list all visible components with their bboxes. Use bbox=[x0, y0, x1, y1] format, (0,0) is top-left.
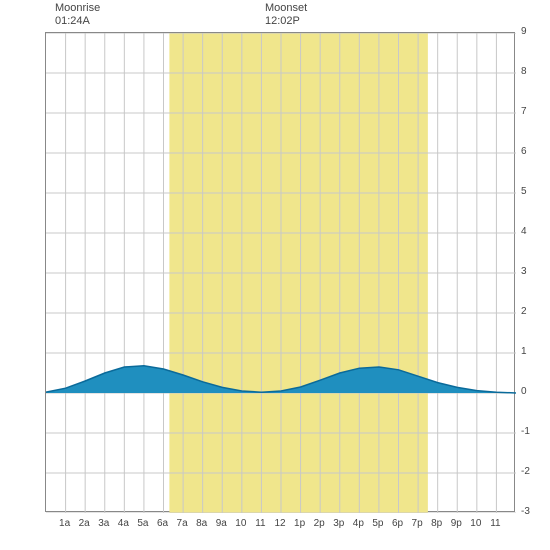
ytick-label: -2 bbox=[521, 466, 530, 477]
xtick-label: 8a bbox=[196, 518, 207, 529]
xtick-label: 10 bbox=[235, 518, 246, 529]
moonrise-time: 01:24A bbox=[55, 15, 100, 28]
ytick-label: 6 bbox=[521, 146, 527, 157]
xtick-label: 11 bbox=[490, 518, 500, 529]
plot-area bbox=[45, 32, 515, 512]
xtick-label: 1p bbox=[294, 518, 305, 529]
moonset-block: Moonset 12:02P bbox=[265, 2, 307, 28]
xtick-label: 9p bbox=[451, 518, 462, 529]
ytick-label: 8 bbox=[521, 66, 527, 77]
xtick-label: 12 bbox=[274, 518, 285, 529]
ytick-label: 2 bbox=[521, 306, 527, 317]
xtick-label: 5a bbox=[137, 518, 148, 529]
xtick-label: 1a bbox=[59, 518, 70, 529]
ytick-label: -1 bbox=[521, 426, 530, 437]
moonset-time: 12:02P bbox=[265, 15, 307, 28]
ytick-label: 4 bbox=[521, 226, 527, 237]
xtick-label: 3p bbox=[333, 518, 344, 529]
ytick-label: -3 bbox=[521, 506, 530, 517]
ytick-label: 7 bbox=[521, 106, 527, 117]
xtick-label: 2p bbox=[314, 518, 325, 529]
tide-chart-container: Moonrise 01:24A Moonset 12:02P -3-2-1012… bbox=[0, 0, 550, 550]
xtick-label: 7a bbox=[177, 518, 188, 529]
xtick-label: 4p bbox=[353, 518, 364, 529]
ytick-label: 5 bbox=[521, 186, 527, 197]
xtick-label: 11 bbox=[255, 518, 265, 529]
xtick-label: 8p bbox=[431, 518, 442, 529]
xtick-label: 5p bbox=[372, 518, 383, 529]
ytick-label: 1 bbox=[521, 346, 527, 357]
xtick-label: 2a bbox=[79, 518, 90, 529]
xtick-label: 6a bbox=[157, 518, 168, 529]
xtick-label: 10 bbox=[470, 518, 481, 529]
xtick-label: 4a bbox=[118, 518, 129, 529]
ytick-label: 3 bbox=[521, 266, 527, 277]
xtick-label: 6p bbox=[392, 518, 403, 529]
ytick-label: 0 bbox=[521, 386, 527, 397]
moonrise-label: Moonrise bbox=[55, 2, 100, 15]
moonset-label: Moonset bbox=[265, 2, 307, 15]
xtick-label: 3a bbox=[98, 518, 109, 529]
xtick-label: 9a bbox=[216, 518, 227, 529]
plot-svg bbox=[46, 33, 516, 513]
ytick-label: 9 bbox=[521, 26, 527, 37]
moonrise-block: Moonrise 01:24A bbox=[55, 2, 100, 28]
xtick-label: 7p bbox=[412, 518, 423, 529]
